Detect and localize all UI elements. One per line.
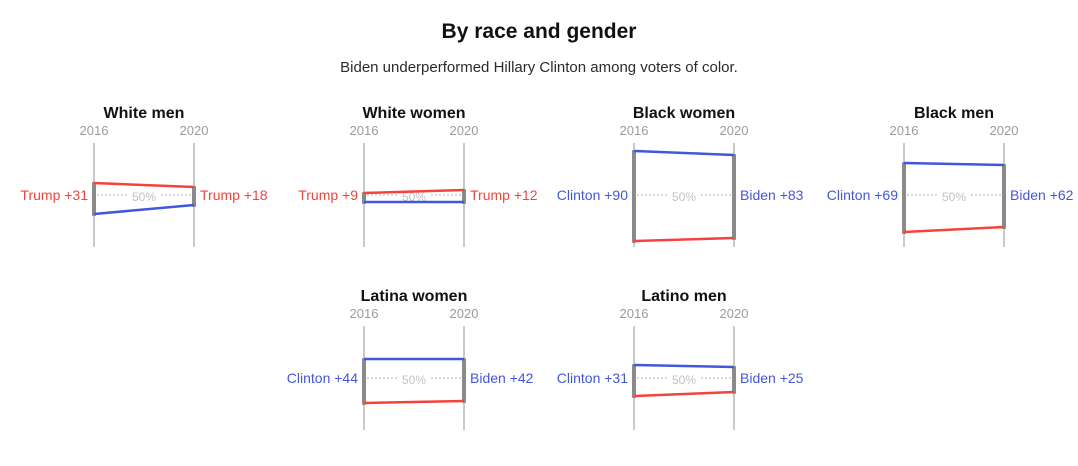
- margin-bar-2020: [192, 185, 196, 207]
- slope-line-democrat: [93, 203, 195, 216]
- year-label-2020: 2020: [719, 306, 749, 321]
- fifty-percent-label: 50%: [666, 190, 702, 204]
- chart-title: Latino men: [641, 288, 727, 305]
- fifty-percent-label: 50%: [396, 373, 432, 387]
- margin-bar-2016: [632, 363, 636, 398]
- year-label-2020: 2020: [719, 123, 749, 138]
- margin-label-2020: Trump +18: [200, 187, 268, 203]
- year-label-2016: 2016: [619, 306, 649, 321]
- slope-line-republican: [363, 399, 465, 405]
- fifty-percent-line: 50%: [634, 190, 734, 204]
- fifty-percent-line: 50%: [904, 190, 1004, 204]
- year-label-2016: 2016: [79, 123, 109, 138]
- slope-line-republican: [93, 181, 195, 189]
- fifty-percent-label: 50%: [396, 190, 432, 204]
- margin-label-2020: Biden +62: [1010, 187, 1074, 203]
- margin-label-2016: Clinton +90: [556, 187, 628, 203]
- slope-line-republican: [633, 236, 735, 243]
- chart-black-women: Black women 2016 2020 50% Clinton +90 Bi…: [549, 105, 819, 247]
- slope-plot: 2016 2020 50% Clinton +31 Biden +25: [557, 306, 803, 430]
- year-label-2020: 2020: [449, 123, 479, 138]
- year-label-2016: 2016: [349, 306, 379, 321]
- slope-line-republican: [633, 390, 735, 398]
- fifty-percent-label: 50%: [936, 190, 972, 204]
- year-label-2020: 2020: [989, 123, 1019, 138]
- margin-label-2016: Clinton +44: [286, 370, 358, 386]
- slope-lines: [633, 149, 735, 243]
- margin-label-2016: Clinton +31: [556, 370, 628, 386]
- fifty-percent-line: 50%: [94, 190, 194, 204]
- margin-bar-2016: [362, 357, 366, 405]
- chart-latina-women: Latina women 2016 2020 50% Clinton +44 B…: [279, 288, 549, 430]
- slope-plot: 2016 2020 50% Clinton +44 Biden +42: [287, 306, 533, 430]
- margin-bar-2016: [902, 161, 906, 234]
- page-title: By race and gender: [441, 20, 637, 43]
- slope-lines: [363, 357, 465, 405]
- page-header: By race and gender Biden underperformed …: [0, 0, 1078, 77]
- slope-lines: [633, 363, 735, 398]
- margin-bar-2020: [732, 153, 736, 240]
- slope-line-democrat: [633, 363, 735, 369]
- slope-line-republican: [363, 188, 465, 195]
- margin-label-2020: Biden +42: [470, 370, 534, 386]
- margin-bar-2016: [92, 181, 96, 216]
- page-subtitle: Biden underperformed Hillary Clinton amo…: [340, 59, 738, 76]
- slope-plot: 2016 2020 50% Trump +9 Trump +12: [298, 123, 538, 247]
- year-label-2016: 2016: [619, 123, 649, 138]
- chart-title: Black women: [632, 105, 736, 122]
- margin-bar-2020: [1002, 163, 1006, 229]
- margin-bar-2020: [462, 357, 466, 403]
- fifty-percent-label: 50%: [126, 190, 162, 204]
- chart-white-men: White men 2016 2020 50% Trump +31 Trump …: [9, 105, 279, 247]
- slope-line-democrat: [633, 149, 735, 157]
- chart-black-men: Black men 2016 2020 50% Clinton +69 Bide…: [819, 105, 1078, 247]
- chart-latino-men: Latino men 2016 2020 50% Clinton +31 Bid…: [549, 288, 819, 430]
- slope-lines: [903, 161, 1005, 234]
- margin-bar-2016: [632, 149, 636, 243]
- chart-white-women: White women 2016 2020 50% Trump +9 Trump…: [279, 105, 549, 247]
- margin-label-2016: Trump +9: [298, 187, 358, 203]
- chart-title: White women: [362, 105, 466, 122]
- slope-lines: [93, 181, 195, 216]
- slope-line-democrat: [903, 161, 1005, 167]
- margin-bar-2020: [462, 188, 466, 204]
- slope-lines: [363, 188, 465, 204]
- slope-plot: 2016 2020 50% Clinton +90 Biden +83: [557, 123, 803, 247]
- charts-grid: White men 2016 2020 50% Trump +31 Trump …: [9, 105, 1078, 430]
- margin-label-2016: Clinton +69: [826, 187, 898, 203]
- fifty-percent-line: 50%: [364, 190, 464, 204]
- chart-title: Black men: [913, 105, 995, 122]
- margin-bar-2016: [362, 191, 366, 204]
- margin-label-2016: Trump +31: [20, 187, 88, 203]
- fifty-percent-label: 50%: [666, 373, 702, 387]
- slope-plot: 2016 2020 50% Trump +31 Trump +18: [20, 123, 268, 247]
- year-label-2016: 2016: [889, 123, 919, 138]
- year-label-2016: 2016: [349, 123, 379, 138]
- chart-title: Latina women: [360, 288, 468, 305]
- slope-plot: 2016 2020 50% Clinton +69 Biden +62: [827, 123, 1073, 247]
- margin-label-2020: Biden +25: [740, 370, 804, 386]
- slope-line-republican: [903, 225, 1005, 234]
- margin-label-2020: Trump +12: [470, 187, 538, 203]
- fifty-percent-line: 50%: [364, 373, 464, 387]
- margin-label-2020: Biden +83: [740, 187, 804, 203]
- margin-bar-2020: [732, 365, 736, 394]
- year-label-2020: 2020: [449, 306, 479, 321]
- year-label-2020: 2020: [179, 123, 209, 138]
- chart-title: White men: [103, 105, 185, 122]
- fifty-percent-line: 50%: [634, 373, 734, 387]
